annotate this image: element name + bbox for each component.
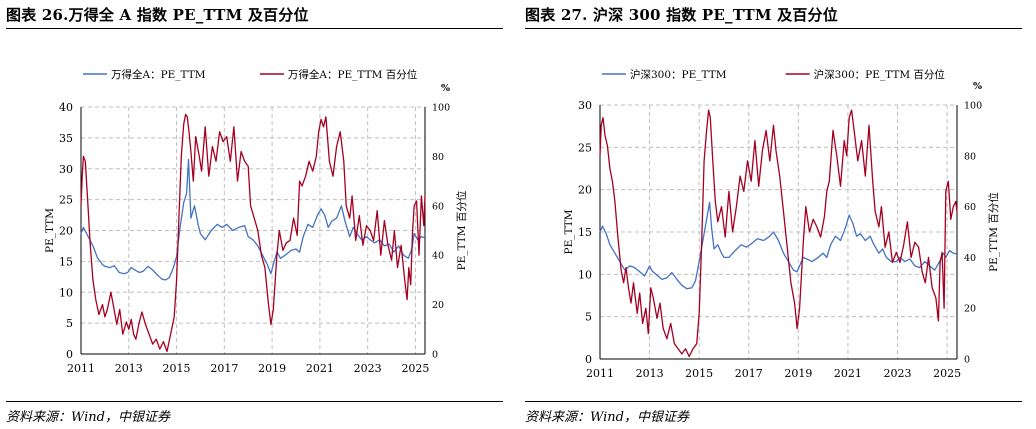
grid [81, 106, 425, 354]
legend-label: 万得全A：PE_TTM [111, 68, 206, 81]
y-tick-label: 20 [578, 184, 592, 197]
y2-tick-label: 80 [432, 152, 444, 163]
figure-title: 图表 26.万得全 A 指数 PE_TTM 及百分位 [6, 6, 309, 24]
x-tick-label: 2017 [735, 367, 763, 380]
y-tick-label: 30 [59, 163, 73, 176]
y2-unit-label: % [441, 83, 450, 94]
title-rule [6, 28, 503, 29]
legend: 沪深300：PE_TTM 沪深300：PE_TTM 百分位 [602, 68, 945, 81]
y2-tick-label: 20 [964, 304, 976, 315]
y-tick-label: 30 [578, 99, 592, 112]
y2-tick-label: 60 [964, 202, 976, 213]
y2-tick-label: 100 [964, 101, 982, 112]
y-axis-title: PE_TTM [44, 208, 56, 253]
y2-tick-label: 0 [964, 355, 970, 366]
series-line-pe [80, 158, 426, 281]
y2-tick-label: 100 [432, 103, 450, 114]
x-tick-label: 2013 [115, 362, 143, 375]
series-line-percentile [80, 113, 426, 353]
y-tick-label: 25 [59, 194, 73, 207]
y2-tick-label: 20 [432, 300, 444, 311]
x-tick-label: 2017 [210, 362, 238, 375]
x-tick-label: 2011 [67, 362, 95, 375]
y-tick-label: 35 [59, 132, 73, 145]
y2-tick-label: 0 [432, 350, 438, 361]
x-tick-label: 2019 [258, 362, 286, 375]
y-axis-title: PE_TTM [563, 209, 575, 254]
y2-unit-label: % [973, 81, 982, 92]
x-tick-label: 2023 [884, 367, 912, 380]
y-tick-label: 40 [59, 101, 73, 114]
x-tick-label: 2015 [163, 362, 191, 375]
y-tick-label: 0 [66, 348, 73, 361]
source-rule [6, 401, 503, 402]
legend-label: 万得全A：PE_TTM 百分位 [288, 68, 418, 81]
y2-tick-label: 40 [432, 251, 444, 262]
x-tick-label: 2025 [401, 362, 429, 375]
x-tick-label: 2021 [306, 362, 334, 375]
y-tick-label: 15 [578, 226, 592, 239]
x-tick-label: 2013 [636, 367, 664, 380]
x-tick-label: 2023 [354, 362, 382, 375]
x-tick-label: 2015 [685, 367, 713, 380]
x-tick-label: 2021 [834, 367, 862, 380]
y2-axis-title: PE_TTM 百分位 [987, 192, 1000, 272]
y-tick-label: 10 [59, 286, 73, 299]
series-line-pe [599, 201, 958, 290]
y-tick-label: 10 [578, 268, 592, 281]
y2-tick-label: 60 [432, 201, 444, 212]
x-tick-label: 2011 [586, 367, 614, 380]
y-tick-label: 5 [66, 317, 73, 330]
figure-27: 图表 27. 沪深 300 指数 PE_TTM 及百分位 0 5 10 15 20 25 3… [525, 0, 1022, 429]
y-tick-label: 0 [585, 353, 592, 366]
series-line-percentile [599, 109, 958, 358]
x-tick-label: 2019 [784, 367, 812, 380]
y2-tick-label: 80 [964, 151, 976, 162]
legend: 万得全A：PE_TTM 万得全A：PE_TTM 百分位 [83, 68, 418, 81]
legend-label: 沪深300：PE_TTM 百分位 [814, 68, 946, 81]
y-tick-label: 25 [578, 141, 592, 154]
y-tick-label: 15 [59, 255, 73, 268]
y-tick-label: 5 [585, 311, 592, 324]
x-tick-label: 2025 [933, 367, 961, 380]
source-rule [525, 401, 1022, 402]
y-tick-label: 20 [59, 225, 73, 238]
source-note: 资料来源：Wind，中银证券 [6, 410, 170, 425]
figure-title: 图表 27. 沪深 300 指数 PE_TTM 及百分位 [525, 6, 838, 24]
legend-label: 沪深300：PE_TTM [630, 68, 727, 81]
grid [600, 104, 957, 359]
figure-26: 图表 26.万得全 A 指数 PE_TTM 及百分位 0 5 10 15 20 25 30 3… [6, 0, 503, 429]
source-note: 资料来源：Wind，中银证券 [525, 410, 689, 425]
y2-tick-label: 40 [964, 253, 976, 264]
y2-axis-title: PE_TTM 百分位 [455, 190, 468, 270]
title-rule [525, 28, 1022, 29]
